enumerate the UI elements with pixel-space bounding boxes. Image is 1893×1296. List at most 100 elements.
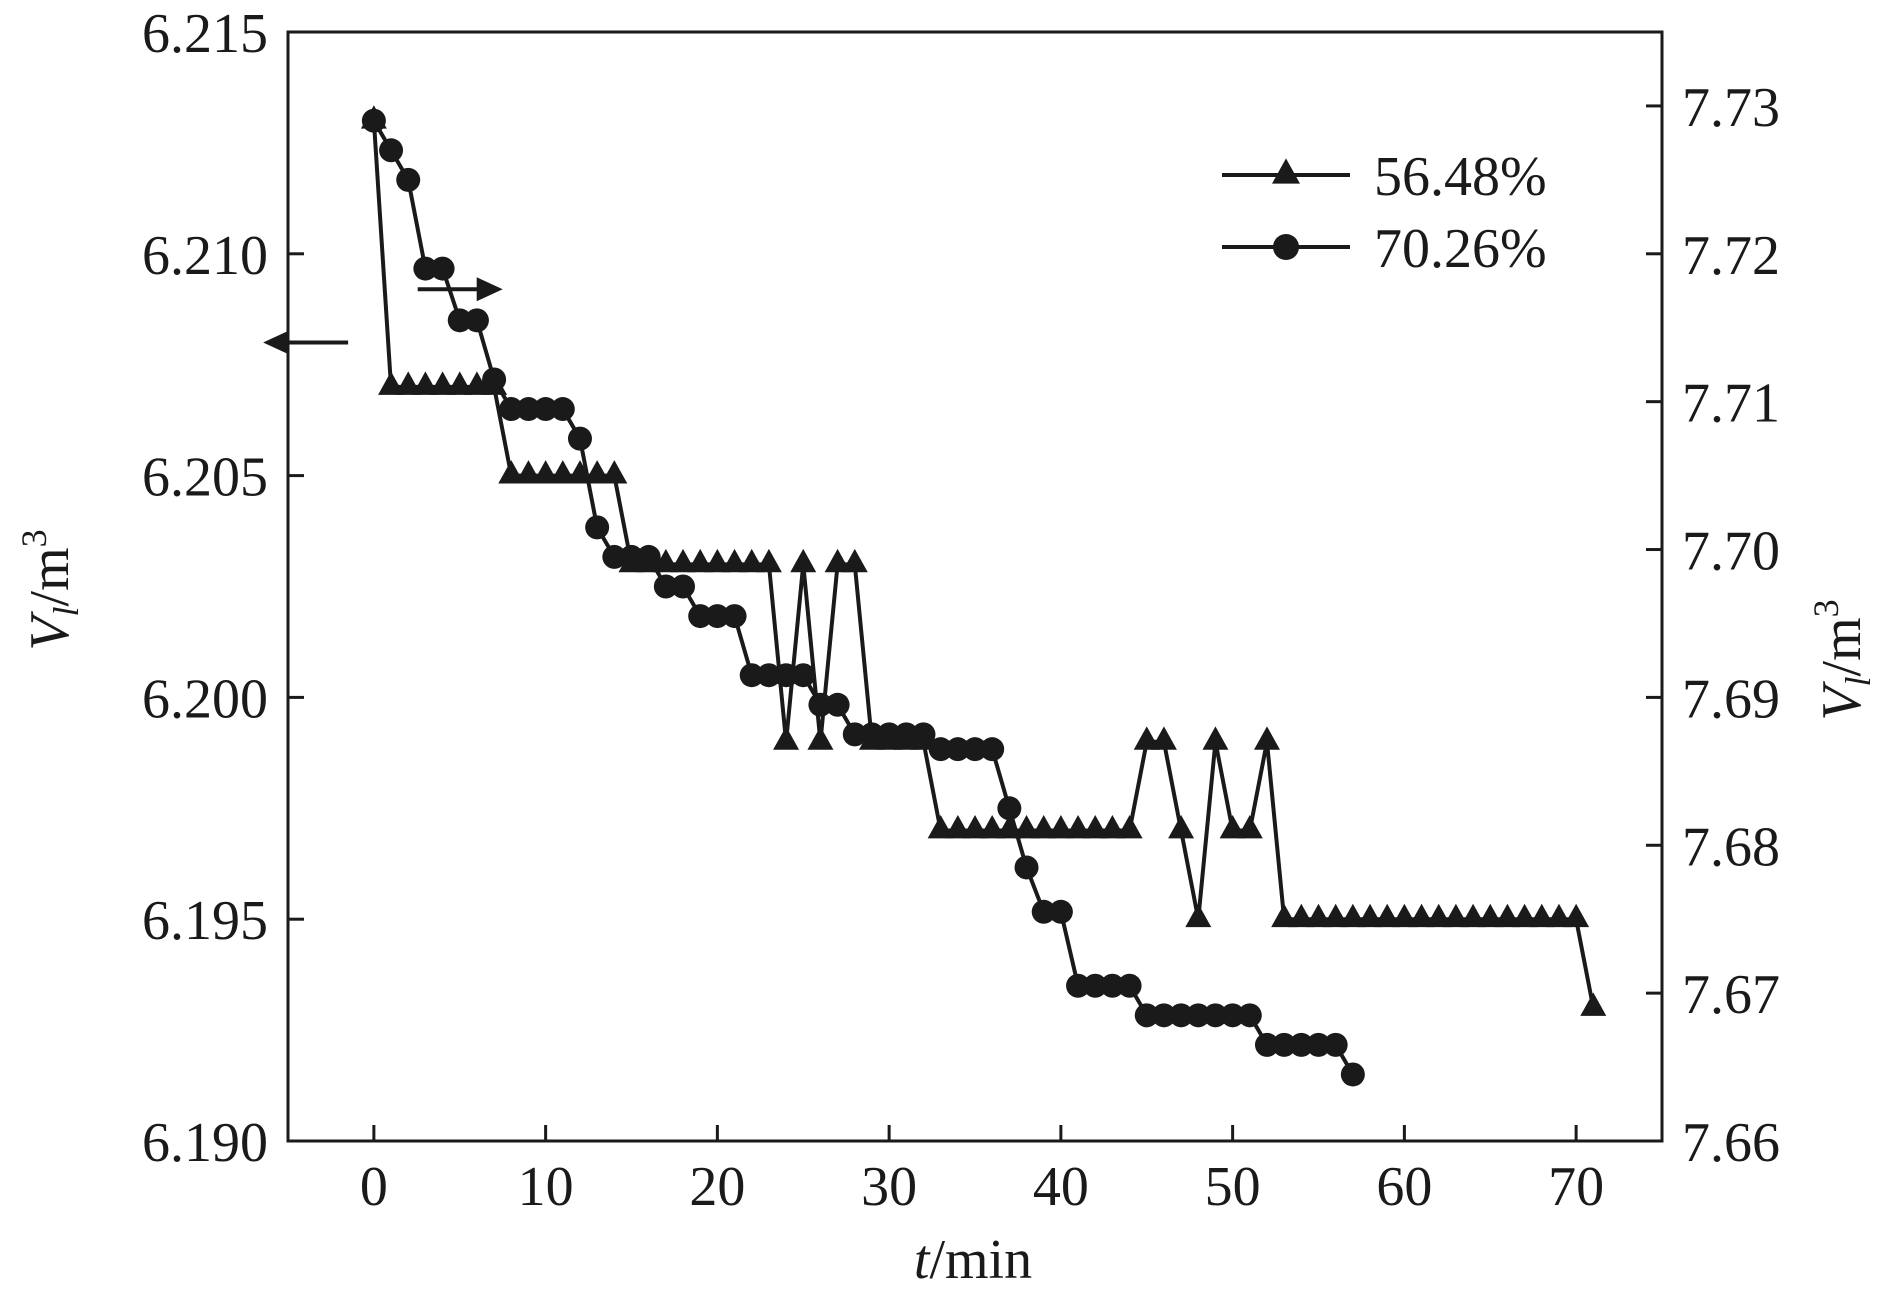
series-triangle: [360, 105, 1607, 1016]
data-point-circle: [1014, 855, 1039, 880]
data-point-circle: [1186, 1003, 1211, 1028]
data-point-circle: [379, 138, 404, 163]
data-point-triangle: [1305, 903, 1332, 928]
data-point-triangle: [549, 460, 576, 484]
data-point-circle: [859, 722, 884, 747]
data-point-triangle: [1150, 726, 1177, 750]
data-point-circle: [705, 604, 730, 629]
left-axis-arrow: [263, 330, 349, 355]
data-point-circle: [722, 604, 747, 629]
data-point-circle: [413, 256, 438, 281]
data-point-triangle: [979, 815, 1006, 839]
data-point-triangle: [1528, 903, 1555, 928]
data-point-triangle: [824, 548, 851, 573]
data-point-triangle: [1202, 726, 1229, 750]
data-point-triangle: [1219, 815, 1246, 839]
data-point-circle: [1254, 1032, 1279, 1057]
data-point-circle: [774, 663, 799, 688]
data-point-circle: [1100, 973, 1125, 998]
data-point-circle: [499, 397, 524, 422]
legend-label: 70.26%: [1374, 218, 1547, 280]
data-point-triangle: [1494, 903, 1521, 928]
data-point-triangle: [532, 460, 559, 484]
data-point-circle: [447, 308, 472, 333]
data-point-circle: [1220, 1003, 1245, 1028]
data-point-triangle: [378, 371, 405, 395]
left-y-axis-title-sub: l: [46, 606, 86, 616]
data-point-triangle: [1580, 992, 1607, 1016]
data-point-triangle: [1082, 815, 1109, 839]
data-point-triangle: [1168, 815, 1195, 839]
left-y-tick-label: 6.210: [142, 225, 268, 287]
data-point-circle: [1066, 973, 1091, 998]
data-point-triangle: [1563, 903, 1590, 928]
data-point-triangle: [515, 460, 542, 484]
x-tick-label: 20: [689, 1156, 745, 1218]
x-tick-label: 0: [360, 1156, 388, 1218]
data-point-circle: [1306, 1032, 1331, 1057]
legend-item: 56.48%: [1222, 146, 1547, 208]
legend-circle-marker: [1273, 234, 1299, 260]
arrow-head: [476, 277, 503, 302]
left-y-axis-title: Vl/m3: [14, 529, 86, 650]
data-point-triangle: [670, 548, 697, 573]
left-y-tick-label: 6.200: [142, 668, 268, 730]
data-point-triangle: [790, 548, 817, 573]
x-axis-title-italic: t: [914, 1229, 931, 1291]
data-point-triangle: [721, 548, 748, 573]
data-point-triangle: [807, 726, 834, 750]
series-circle: [361, 108, 1365, 1087]
right-y-tick-label: 7.71: [1682, 373, 1780, 435]
data-point-circle: [653, 574, 678, 599]
x-tick-label: 70: [1548, 1156, 1604, 1218]
data-point-triangle: [1408, 903, 1435, 928]
data-point-circle: [482, 367, 507, 392]
data-point-circle: [1289, 1032, 1314, 1057]
data-point-triangle: [1271, 903, 1298, 928]
data-point-triangle: [773, 726, 800, 750]
data-point-circle: [585, 515, 610, 540]
x-tick-label: 30: [861, 1156, 917, 1218]
plot-border: [286, 30, 1664, 1143]
x-axis-title: t/min: [914, 1229, 1032, 1291]
data-point-triangle: [463, 371, 490, 395]
data-point-triangle: [1253, 726, 1280, 750]
data-point-circle: [1048, 899, 1073, 924]
series-line: [372, 119, 1355, 1076]
legend-label: 56.48%: [1374, 146, 1547, 208]
left-y-axis-title-sup: 3: [14, 529, 54, 547]
data-point-triangle: [687, 548, 714, 573]
data-point-triangle: [652, 548, 679, 573]
x-tick-label: 60: [1376, 1156, 1432, 1218]
x-axis-title-rest: /min: [929, 1229, 1032, 1291]
data-point-circle: [464, 308, 489, 333]
data-point-triangle: [755, 548, 782, 573]
data-point-circle: [1340, 1062, 1365, 1087]
right-axis-arrow: [417, 277, 503, 302]
data-point-triangle: [412, 371, 439, 395]
data-point-triangle: [1288, 903, 1315, 928]
data-point-circle: [963, 737, 987, 762]
right-y-tick-label: 7.73: [1682, 77, 1780, 139]
data-point-circle: [567, 426, 592, 451]
data-point-circle: [619, 544, 644, 569]
x-axis-ticks: 0 10 20 30 40 50 60 70: [360, 1125, 1604, 1218]
data-point-triangle: [1116, 815, 1143, 839]
data-point-triangle: [1047, 815, 1074, 839]
right-y-tick-label: 7.67: [1682, 964, 1780, 1026]
data-point-triangle: [1339, 903, 1366, 928]
data-point-triangle: [738, 548, 765, 573]
right-y-axis-ticks: 7.66 7.67 7.68 7.69 7.70 7.71 7.72 7.73: [1646, 77, 1780, 1174]
legend-triangle-marker: [1272, 158, 1300, 184]
right-y-tick-label: 7.66: [1682, 1112, 1780, 1174]
data-point-circle: [739, 663, 764, 688]
left-y-tick-label: 6.205: [142, 447, 268, 509]
data-point-circle: [928, 737, 953, 762]
right-y-axis-title-rest: /m: [1811, 617, 1873, 676]
data-point-triangle: [1460, 903, 1487, 928]
right-y-axis-title-sup: 3: [1806, 599, 1846, 617]
data-point-circle: [1169, 1003, 1194, 1028]
data-point-triangle: [1065, 815, 1092, 839]
left-y-axis-title-italic: V: [19, 611, 81, 651]
